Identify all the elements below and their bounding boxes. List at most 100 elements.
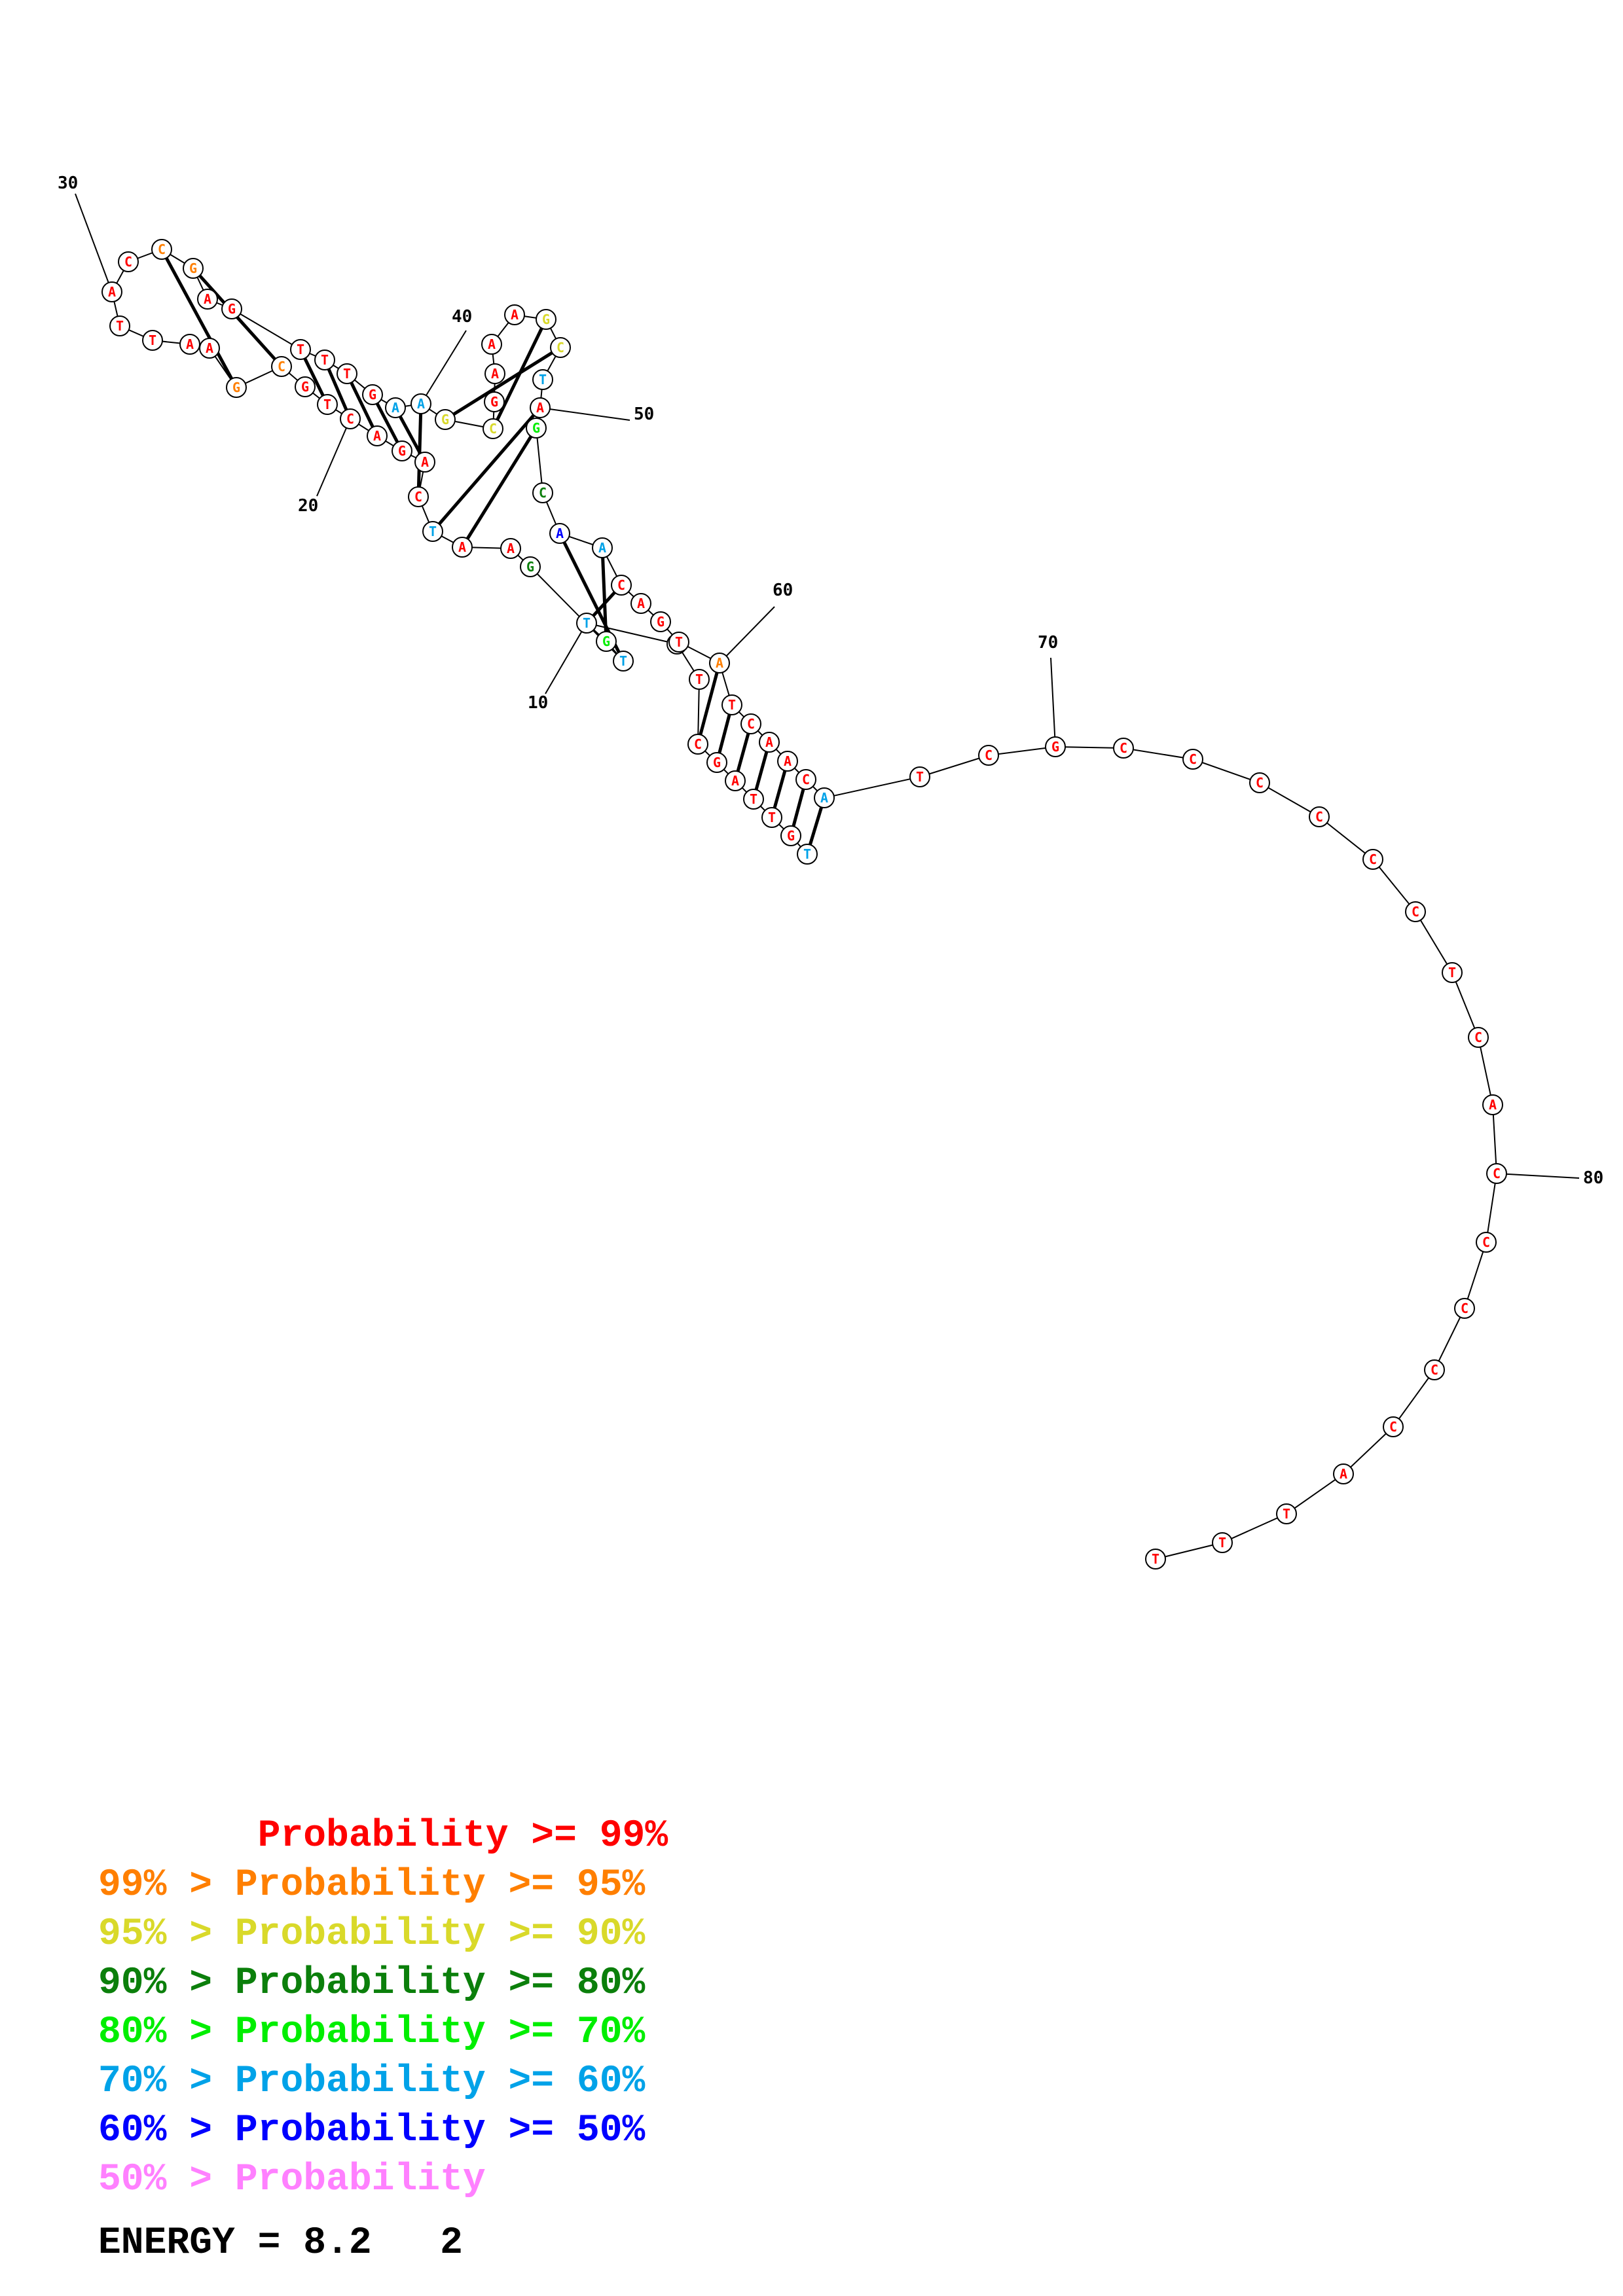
nucleotide-circle <box>337 363 357 384</box>
nucleotide-base: G <box>189 260 197 276</box>
nucleotide-circle <box>101 281 122 302</box>
nucleotide-base: A <box>820 790 828 806</box>
nucleotide-circle <box>1309 806 1330 827</box>
nucleotide: G <box>435 409 456 430</box>
nucleotide-base: C <box>985 747 993 763</box>
nucleotide-base: A <box>598 540 606 556</box>
nucleotide-base: C <box>1369 852 1377 867</box>
nucleotide: G <box>183 258 204 279</box>
nucleotide-circle <box>1145 1549 1166 1570</box>
nucleotide: T <box>761 807 782 828</box>
position-label: 50 <box>634 404 654 424</box>
nucleotide: C <box>1249 772 1270 793</box>
nucleotide-circle <box>392 440 412 461</box>
nucleotide: C <box>795 769 816 790</box>
base-pair-bond <box>460 427 538 548</box>
nucleotide: C <box>1476 1232 1497 1253</box>
nucleotide: G <box>226 377 247 398</box>
nucleotide-circle <box>1333 1463 1354 1484</box>
nucleotide: T <box>1145 1549 1166 1570</box>
nucleotide-circle <box>385 397 406 418</box>
nucleotide: C <box>408 486 429 507</box>
nucleotide-base: G <box>301 379 309 395</box>
nucleotide: A <box>1333 1463 1354 1484</box>
nucleotide-circle <box>706 752 727 773</box>
nucleotide-base: A <box>417 396 425 412</box>
nucleotide-circle <box>484 391 505 412</box>
nucleotide-circle <box>109 315 130 336</box>
nucleotide-circle <box>1113 738 1134 759</box>
nucleotide-circle <box>179 334 200 355</box>
nucleotide-base: G <box>490 394 498 410</box>
nucleotide-base: C <box>124 254 132 270</box>
legend-entry: Probability >= 99% <box>98 1815 668 1857</box>
nucleotide-circle <box>630 593 651 614</box>
nucleotide-circle <box>532 369 553 390</box>
nucleotide: A <box>414 452 435 473</box>
nucleotide: A <box>199 338 220 359</box>
nucleotide-base: A <box>765 734 773 750</box>
nucleotide-base: T <box>803 846 811 862</box>
nucleotide-circle <box>295 376 316 397</box>
nucleotide-base: T <box>768 810 776 825</box>
nucleotide-base: T <box>539 372 547 387</box>
nucleotide-circle <box>271 356 292 377</box>
nucleotide: A <box>504 304 525 325</box>
nucleotide-base: G <box>228 301 236 317</box>
nucleotide-base: T <box>675 634 683 650</box>
position-tick <box>719 606 775 664</box>
nucleotide: G <box>526 418 547 439</box>
nucleotide-base: A <box>206 340 213 356</box>
nucleotide-base: G <box>787 828 795 844</box>
nucleotide-layer: TGTTAGCTGTGTGAATCAGACTGCGAATTACCGAGTTTGA… <box>101 239 1507 1570</box>
base-pair-bond <box>491 318 548 430</box>
nucleotide-base: T <box>728 697 736 713</box>
nucleotide: A <box>814 787 835 808</box>
nucleotide-base: T <box>583 615 591 631</box>
nucleotide-base: C <box>1412 904 1419 920</box>
nucleotide: T <box>1442 962 1463 983</box>
base-pair-bond <box>696 662 721 745</box>
nucleotide-base: A <box>731 773 739 789</box>
nucleotide: C <box>1182 749 1203 770</box>
nucleotide: G <box>295 376 316 397</box>
nucleotide: C <box>118 251 139 272</box>
nucleotide: C <box>1309 806 1330 827</box>
nucleotide-base: C <box>694 736 702 752</box>
nucleotide-base: C <box>489 421 497 437</box>
nucleotide: C <box>1383 1416 1404 1437</box>
legend-entry: 95% > Probability >= 90% <box>98 1913 646 1956</box>
base-pair-bond <box>371 393 404 452</box>
nucleotide-circle <box>410 393 431 414</box>
nucleotide: A <box>530 397 551 418</box>
nucleotide: A <box>101 281 122 302</box>
nucleotide-base: A <box>511 307 519 323</box>
nucleotide: A <box>592 537 613 558</box>
nucleotide-circle <box>1383 1416 1404 1437</box>
position-label: 10 <box>528 693 548 713</box>
nucleotide-base: A <box>536 400 544 416</box>
nucleotide-base: A <box>204 291 211 307</box>
nucleotide-base: G <box>542 312 550 327</box>
nucleotide-base: G <box>602 634 610 649</box>
nucleotide: G <box>596 631 617 652</box>
nucleotide-base: T <box>1283 1506 1290 1522</box>
nucleotide-circle <box>1249 772 1270 793</box>
nucleotide: T <box>721 694 742 715</box>
nucleotide-base: G <box>532 420 540 436</box>
nucleotide-circle <box>780 825 801 846</box>
nucleotide-circle <box>500 538 521 559</box>
backbone <box>111 248 1498 1560</box>
nucleotide-circle <box>743 789 764 810</box>
nucleotide: G <box>362 384 383 405</box>
nucleotide: A <box>549 523 570 544</box>
backbone-layer <box>111 248 1498 1560</box>
nucleotide-circle <box>759 732 780 753</box>
nucleotide-circle <box>481 334 502 355</box>
nucleotide-circle <box>689 669 710 690</box>
nucleotide-circle <box>1468 1027 1489 1048</box>
nucleotide-base: G <box>232 380 240 395</box>
nucleotide: C <box>1405 901 1426 922</box>
base-pair-bond <box>160 248 238 389</box>
nucleotide-circle <box>592 537 613 558</box>
